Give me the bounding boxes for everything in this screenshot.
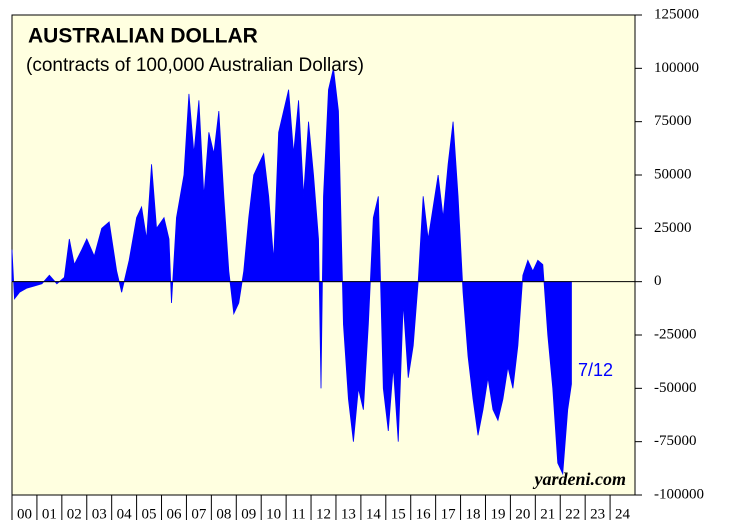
x-tick-label: 19 bbox=[490, 506, 505, 522]
chart-title: AUSTRALIAN DOLLAR bbox=[28, 25, 258, 48]
x-tick-label: 24 bbox=[615, 506, 631, 522]
x-tick-label: 03 bbox=[92, 506, 107, 522]
x-tick-label: 12 bbox=[316, 506, 331, 522]
x-tick-label: 08 bbox=[216, 506, 231, 522]
x-tick-label: 14 bbox=[366, 506, 382, 522]
y-tick-label: 75000 bbox=[654, 113, 692, 129]
chart-subtitle: (contracts of 100,000 Australian Dollars… bbox=[26, 55, 364, 76]
y-tick-label: 100000 bbox=[654, 60, 699, 76]
y-tick-label: 125000 bbox=[654, 6, 699, 22]
x-tick-label: 04 bbox=[117, 506, 133, 522]
annotation: 7/12 bbox=[578, 360, 613, 380]
x-tick-label: 00 bbox=[17, 506, 32, 522]
x-tick-label: 13 bbox=[341, 506, 356, 522]
x-tick-label: 16 bbox=[416, 506, 432, 522]
x-tick-label: 10 bbox=[266, 506, 281, 522]
y-tick-label: 0 bbox=[654, 273, 662, 289]
x-tick-label: 15 bbox=[391, 506, 406, 522]
y-tick-label: -50000 bbox=[654, 380, 697, 396]
x-tick-label: 05 bbox=[142, 506, 157, 522]
x-tick-label: 23 bbox=[590, 506, 605, 522]
y-tick-label: -75000 bbox=[654, 433, 697, 449]
x-tick-label: 18 bbox=[466, 506, 481, 522]
y-tick-label: -100000 bbox=[654, 486, 704, 502]
source: yardeni.com bbox=[533, 469, 627, 489]
x-tick-label: 09 bbox=[241, 506, 256, 522]
x-tick-label: 22 bbox=[565, 506, 580, 522]
x-tick-label: 17 bbox=[441, 506, 457, 522]
x-tick-label: 01 bbox=[42, 506, 57, 522]
x-tick-label: 11 bbox=[291, 506, 305, 522]
y-tick-label: -25000 bbox=[654, 326, 697, 342]
y-tick-label: 50000 bbox=[654, 166, 692, 182]
y-tick-label: 25000 bbox=[654, 220, 692, 236]
x-tick-label: 21 bbox=[540, 506, 555, 522]
x-tick-label: 06 bbox=[166, 506, 182, 522]
x-tick-label: 02 bbox=[67, 506, 82, 522]
x-tick-label: 07 bbox=[191, 506, 207, 522]
x-tick-label: 20 bbox=[515, 506, 530, 522]
